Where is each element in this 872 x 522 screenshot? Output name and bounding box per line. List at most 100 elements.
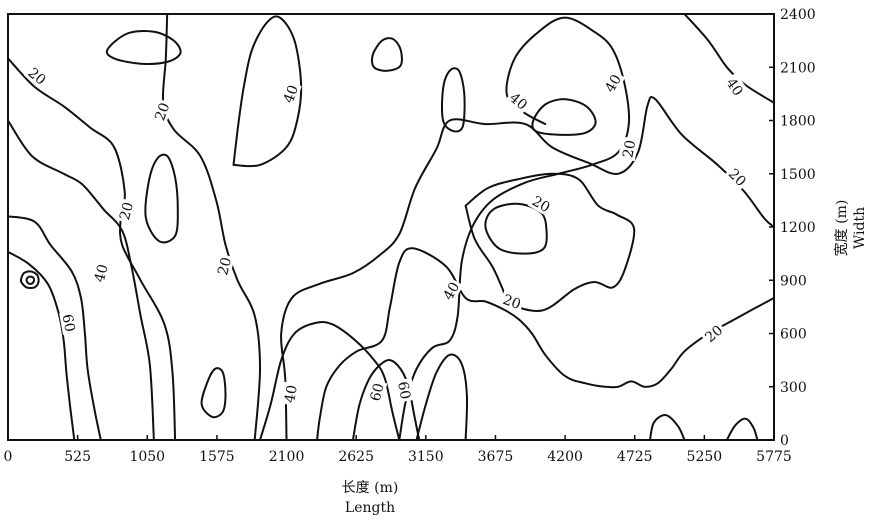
contour-label-group-14: 40 [599, 69, 626, 97]
contour-line-20-1 [8, 119, 155, 440]
contour-label-bg [498, 289, 526, 313]
contour-line-20-2 [161, 14, 261, 440]
x-tick-label: 5250 [687, 449, 723, 465]
y-tick-label: 900 [780, 273, 807, 289]
closed-contour-100-8 [25, 275, 36, 285]
y-tick-label: 1500 [780, 167, 816, 183]
x-tick-label: 2625 [338, 449, 374, 465]
closed-contour-80-7 [19, 270, 40, 289]
closed-contour-60-6 [531, 98, 597, 136]
contour-label-group-5: 20 [527, 190, 556, 217]
x-tick-label: 3150 [408, 449, 444, 465]
closed-contour-40-3 [441, 67, 466, 133]
x-tick-label: 4200 [547, 449, 583, 465]
contour-label: 20 [117, 201, 137, 222]
contour-label-bg [599, 69, 626, 97]
contour-label: 20 [152, 101, 173, 123]
contour-label: 20 [501, 292, 523, 313]
x-axis-ticks: 0 525 1050 1575 2100 2625 3150 3675 4200 4725 5250… [4, 435, 792, 465]
contour-line-40-7 [232, 15, 303, 168]
x-tick-label: 5775 [756, 449, 792, 465]
contour-label-group-16: 60 [59, 310, 80, 336]
closed-contour-40-0 [105, 30, 182, 65]
contour-label-bg [527, 190, 556, 217]
contour-label-group-12: 40 [437, 276, 464, 305]
contour-label-bg [279, 381, 301, 407]
contour-label-group-1: 20 [149, 98, 174, 125]
contour-label-group-17: 60 [365, 379, 388, 405]
contour-label: 60 [59, 313, 78, 333]
contour-label-bg [114, 198, 137, 224]
contour-label-bg [365, 379, 388, 405]
y-tick-label: 1800 [780, 114, 816, 130]
closed-contour-40-5 [200, 367, 227, 419]
contour-label-bg [89, 260, 112, 286]
contour-label-bg [699, 319, 728, 347]
contour-label-bg [59, 310, 80, 336]
contour-label: 20 [620, 139, 639, 159]
closed-contour-40-1 [144, 153, 179, 244]
x-axis-title-cn: 长度 (m) [342, 480, 399, 496]
x-tick-label: 1050 [129, 449, 165, 465]
contour-line-40-8 [259, 321, 401, 440]
contour-line-20-5 [316, 247, 774, 440]
y-tick-label: 2100 [780, 60, 816, 76]
y-tick-label: 600 [780, 327, 807, 343]
contour-label-bg [505, 87, 533, 115]
x-tick-label: 1575 [199, 449, 235, 465]
contour-label-bg [23, 62, 52, 90]
y-axis-title-en: Width [852, 207, 868, 249]
contour-layer [8, 14, 774, 440]
contour-line-60-14 [649, 414, 686, 440]
contour-line-20-3 [280, 96, 774, 440]
y-tick-label: 1200 [780, 220, 816, 236]
contour-label-group-3: 20 [212, 253, 235, 279]
contour-label-bg [722, 72, 749, 101]
contour-line-40-10 [683, 14, 774, 104]
contour-label-bg [724, 163, 752, 191]
contour-label: 40 [440, 280, 463, 303]
contour-line-20-4 [464, 172, 636, 312]
contour-label-group-18: 60 [394, 377, 416, 403]
x-axis-title-en: Length [345, 500, 395, 516]
contour-label: 60 [394, 380, 413, 400]
contour-label-group-11: 40 [279, 381, 301, 407]
contour-label-bg [212, 253, 235, 279]
y-tick-label: 2400 [780, 7, 816, 23]
contour-line-40-9 [398, 16, 631, 440]
x-tick-label: 4725 [617, 449, 653, 465]
contour-line-60-15 [725, 417, 759, 440]
closed-contour-40-4 [484, 202, 548, 255]
contour-label: 20 [215, 256, 235, 277]
x-tick-label: 0 [4, 449, 13, 465]
contour-label-bg [394, 377, 416, 403]
contour-line-60-13 [415, 353, 469, 440]
contour-label: 20 [529, 193, 552, 216]
x-tick-label: 2100 [269, 449, 305, 465]
contour-label: 40 [92, 263, 112, 284]
x-tick-label: 3675 [478, 449, 514, 465]
contour-label-group-4: 20 [498, 289, 526, 313]
x-tick-label: 525 [64, 449, 91, 465]
contour-label-bg [437, 276, 464, 305]
contour-line-40-6 [8, 215, 102, 440]
contour-label-bg [149, 98, 174, 125]
y-tick-label: 0 [780, 433, 789, 449]
contour-line-60-12 [351, 359, 421, 440]
y-tick-label: 300 [780, 380, 807, 396]
closed-contour-40-2 [370, 37, 403, 72]
contour-label-group-6: 20 [618, 136, 639, 162]
y-axis-ticks: 0 300 600 900 1200 1500 1800 2100 2400 [769, 7, 816, 449]
contour-label: 40 [602, 72, 625, 95]
contour-label-bg [278, 80, 302, 107]
contour-label-group-2: 20 [114, 198, 137, 224]
contour-label: 60 [368, 382, 388, 403]
y-axis-title-cn: 宽度 (m) [833, 200, 850, 257]
contour-label-bg [618, 136, 639, 162]
contour-label-group-9: 40 [89, 260, 112, 286]
contour-label-group-10: 40 [278, 80, 302, 107]
contour-label: 40 [282, 384, 301, 404]
contour-label: 40 [281, 83, 302, 105]
